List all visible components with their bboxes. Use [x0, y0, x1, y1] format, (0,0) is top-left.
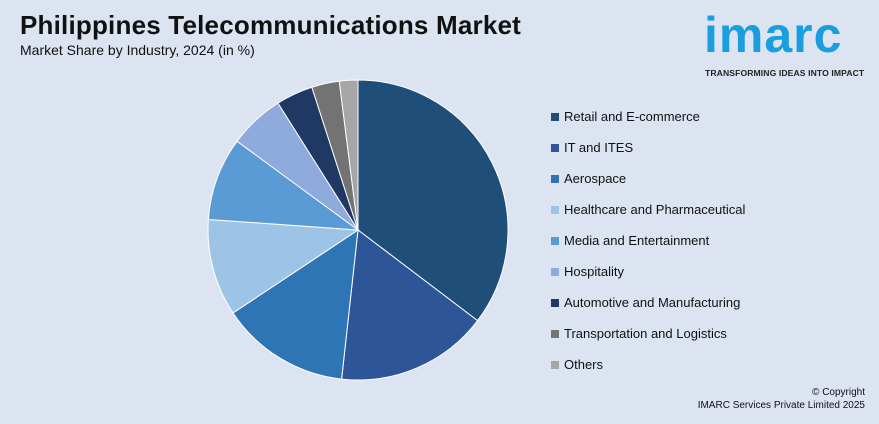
- legend-label: Aerospace: [564, 171, 627, 186]
- legend-swatch: [551, 329, 559, 338]
- legend-label: IT and ITES: [564, 140, 634, 155]
- legend-swatch: [551, 360, 559, 369]
- legend-swatch: [551, 174, 559, 183]
- legend-swatch: [551, 205, 559, 214]
- legend-item: Automotive and Manufacturing: [551, 287, 745, 318]
- legend-label: Retail and E-commerce: [564, 109, 700, 124]
- legend-label: Healthcare and Pharmaceutical: [564, 202, 746, 217]
- legend-item: Retail and E-commerce: [551, 101, 745, 132]
- legend-swatch: [551, 143, 559, 152]
- pie-slice-others: [338, 79, 359, 231]
- chart-legend: Retail and E-commerce IT and ITES Aerospac…: [551, 101, 745, 380]
- legend-item: IT and ITES: [551, 132, 745, 163]
- legend-swatch: [551, 267, 559, 276]
- logo-wordmark: imarc: [704, 7, 843, 63]
- copyright-company: IMARC Services Private Limited 2025: [697, 400, 865, 411]
- legend-item: Healthcare and Pharmaceutical: [551, 194, 745, 225]
- chart-subtitle: Market Share by Industry, 2024 (in %): [20, 42, 255, 58]
- legend-item: Transportation and Logistics: [551, 318, 745, 349]
- legend-label: Media and Entertainment: [564, 233, 710, 248]
- pie-slice-healthcare-and-pharmaceutical: [207, 218, 360, 314]
- legend-label: Hospitality: [564, 264, 624, 279]
- legend-swatch: [551, 236, 559, 245]
- pie-slice-it-and-ites: [341, 229, 479, 381]
- legend-item: Others: [551, 349, 745, 380]
- chart-title: Philippines Telecommunications Market: [20, 10, 522, 40]
- legend-item: Media and Entertainment: [551, 225, 745, 256]
- legend-label: Others: [564, 357, 604, 372]
- legend-item: Hospitality: [551, 256, 745, 287]
- pie-chart: [207, 79, 509, 381]
- pie-slice-media-and-entertainment: [207, 140, 360, 231]
- copyright-line: © Copyright: [812, 387, 865, 398]
- legend-item: Aerospace: [551, 163, 745, 194]
- copyright-notice: © Copyright IMARC Services Private Limit…: [698, 386, 865, 412]
- legend-label: Automotive and Manufacturing: [564, 295, 741, 310]
- imarc-logo: imarc TRANSFORMING IDEAS INTO IMPACT: [700, 6, 875, 82]
- legend-label: Transportation and Logistics: [564, 326, 727, 341]
- legend-swatch: [551, 112, 559, 121]
- pie-slice-retail-and-e-commerce: [357, 79, 509, 322]
- pie-slice-aerospace: [232, 228, 359, 380]
- legend-swatch: [551, 298, 559, 307]
- logo-tagline: TRANSFORMING IDEAS INTO IMPACT: [705, 68, 865, 78]
